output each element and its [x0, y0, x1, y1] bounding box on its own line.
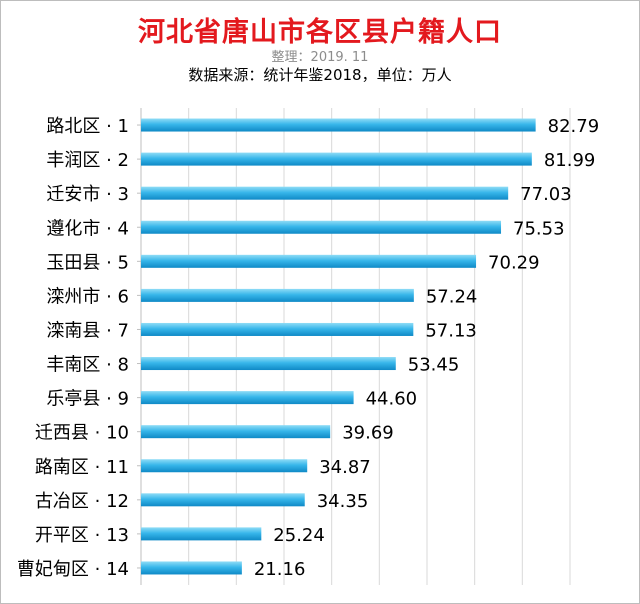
category-label: 丰南区 · 8	[46, 355, 129, 376]
bar	[141, 425, 331, 439]
data-label: 82.79	[548, 116, 600, 137]
chart-title: 河北省唐山市各区县户籍人口	[138, 17, 502, 48]
category-label: 曹妃甸区 · 14	[17, 559, 129, 580]
data-label: 77.03	[520, 184, 572, 205]
data-label: 53.45	[408, 355, 460, 376]
category-label: 迁安市 · 3	[46, 184, 129, 205]
bar	[141, 220, 502, 234]
bar	[141, 322, 414, 336]
bar	[141, 527, 262, 541]
bar	[141, 118, 536, 132]
bar	[141, 459, 308, 473]
data-label: 57.13	[425, 320, 477, 341]
category-label: 滦州市 · 6	[46, 286, 129, 307]
data-label: 25.24	[273, 525, 325, 546]
data-label: 81.99	[544, 150, 596, 171]
data-label: 75.53	[513, 218, 565, 239]
data-label: 44.60	[366, 389, 418, 410]
bar	[141, 152, 532, 166]
category-label: 路南区 · 11	[35, 457, 129, 478]
data-label: 70.29	[488, 252, 540, 273]
bar	[141, 493, 305, 507]
bar	[141, 391, 354, 405]
category-label: 开平区 · 13	[35, 525, 129, 546]
bar	[141, 186, 509, 200]
category-label: 路北区 · 1	[46, 116, 129, 137]
bar	[141, 561, 242, 575]
data-label: 34.87	[319, 457, 371, 478]
data-label: 57.24	[426, 286, 478, 307]
category-label: 玉田县 · 5	[46, 252, 129, 273]
category-label: 迁西县 · 10	[35, 423, 129, 444]
data-label: 34.35	[317, 491, 369, 512]
bar	[141, 357, 396, 371]
category-label: 乐亭县 · 9	[46, 389, 129, 410]
data-label: 21.16	[254, 559, 306, 580]
category-label: 遵化市 · 4	[46, 218, 129, 239]
bar	[141, 254, 477, 268]
data-label: 39.69	[342, 423, 394, 444]
category-label: 古冶区 · 12	[35, 491, 129, 512]
category-label: 滦南县 · 7	[46, 320, 129, 341]
data-source-note: 数据来源：统计年鉴2018，单位：万人	[188, 66, 452, 84]
chart-subtitle: 整理：2019. 11	[271, 50, 369, 65]
category-label: 丰润区 · 2	[46, 150, 129, 171]
bar	[141, 288, 414, 302]
